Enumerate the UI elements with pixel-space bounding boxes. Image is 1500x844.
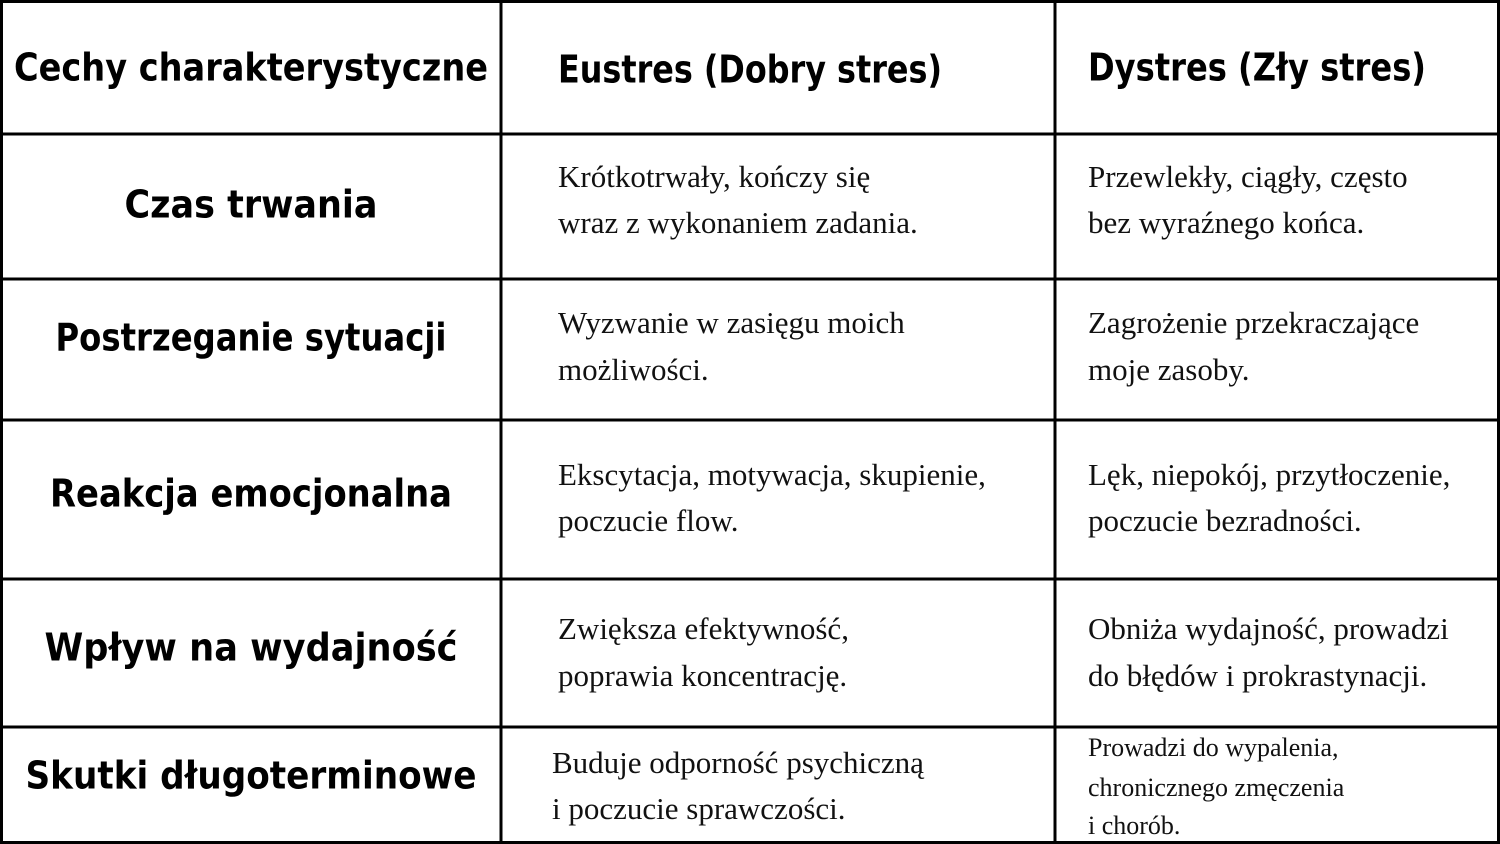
- row-label: Postrzeganie sytuacji: [56, 316, 447, 360]
- dystres-text: do błędów i prokrastynacji.: [1088, 658, 1427, 693]
- eustres-text: Wyzwanie w zasięgu moich: [558, 305, 905, 340]
- row-label: Wpływ na wydajność: [45, 626, 458, 670]
- eustres-text: możliwości.: [558, 352, 709, 387]
- eustres-text: poczucie flow.: [558, 503, 738, 538]
- header-cell: Eustres (Dobry stres): [558, 48, 942, 92]
- row-label: Czas trwania: [125, 183, 378, 227]
- eustres-text: Zwiększa efektywność,: [558, 611, 849, 646]
- dystres-text: moje zasoby.: [1088, 352, 1250, 387]
- eustres-text: Krótkotrwały, kończy się: [558, 159, 870, 194]
- eustres-text: Ekscytacja, motywacja, skupienie,: [558, 457, 986, 492]
- row-label: Skutki długoterminowe: [26, 754, 477, 798]
- dystres-text: Obniża wydajność, prowadzi: [1088, 611, 1449, 646]
- dystres-text: Zagrożenie przekraczające: [1088, 305, 1419, 340]
- dystres-text: poczucie bezradności.: [1088, 503, 1362, 538]
- dystres-text: chronicznego zmęczenia: [1088, 773, 1345, 802]
- eustres-text: wraz z wykonaniem zadania.: [558, 205, 918, 240]
- header-cell: Dystres (Zły stres): [1088, 46, 1426, 90]
- dystres-text: Lęk, niepokój, przytłoczenie,: [1088, 457, 1450, 492]
- eustres-text: i poczucie sprawczości.: [552, 791, 846, 826]
- eustres-text: Buduje odporność psychiczną: [552, 745, 925, 780]
- header-cell: Cechy charakterystyczne: [14, 46, 488, 90]
- dystres-text: Prowadzi do wypalenia,: [1088, 733, 1339, 762]
- row-label: Reakcja emocjonalna: [50, 472, 452, 516]
- dystres-text: i chorób.: [1088, 811, 1180, 840]
- dystres-text: Przewlekły, ciągły, często: [1088, 159, 1408, 194]
- dystres-text: bez wyraźnego końca.: [1088, 205, 1364, 240]
- eustres-text: poprawia koncentrację.: [558, 658, 847, 693]
